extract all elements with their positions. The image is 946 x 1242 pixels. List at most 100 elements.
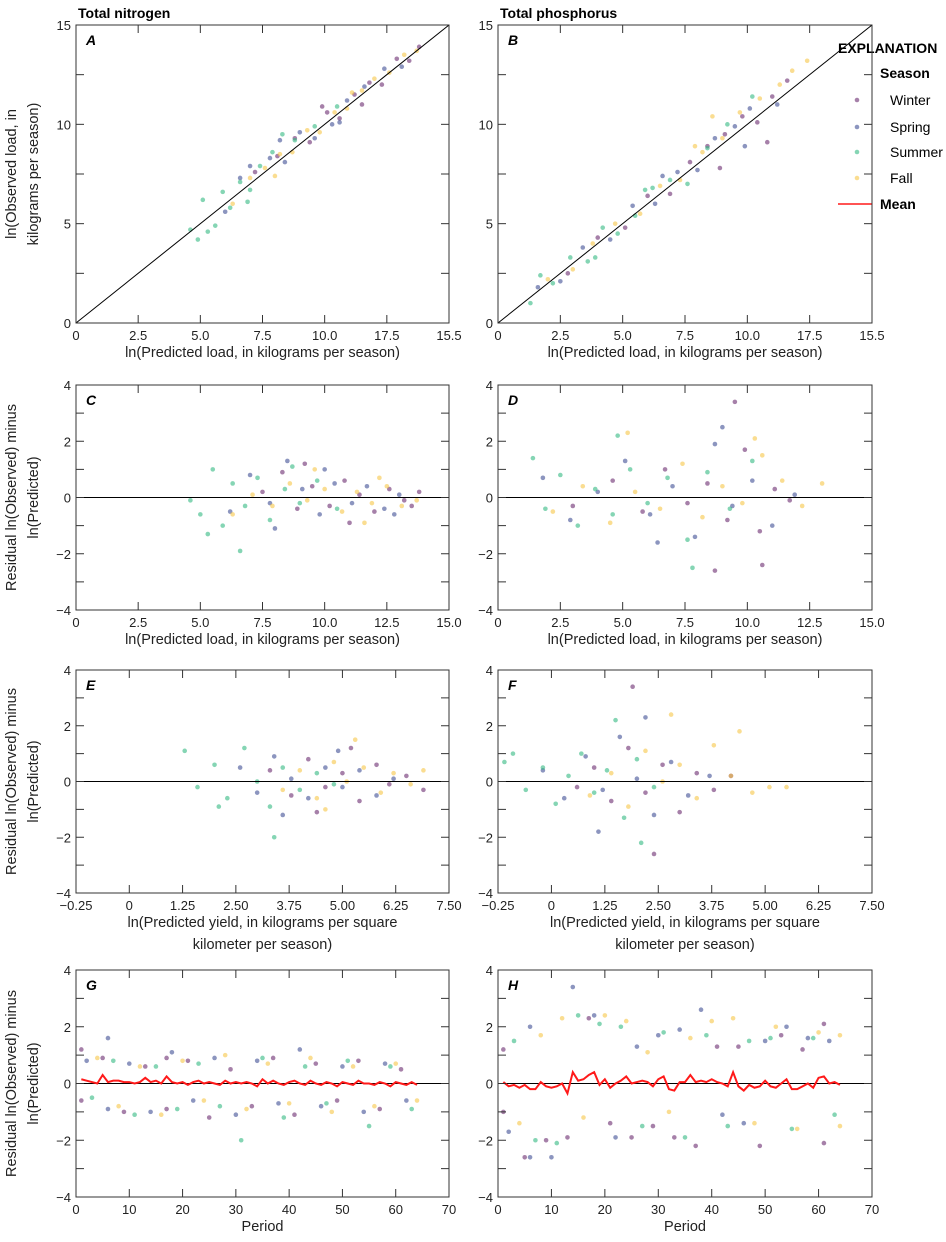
y-tick-label: 2 [64,719,71,734]
point-spring [769,523,775,528]
point-fall [262,165,268,171]
point-winter [757,1143,763,1149]
point-winter [401,498,407,503]
point-winter [630,684,635,690]
panel-letter: F [508,677,517,693]
point-summer [217,1103,223,1109]
point-summer [195,237,201,242]
point-fall [247,175,253,181]
y-tick-label: 0 [64,491,71,506]
point-summer [610,512,615,517]
point-spring [692,534,698,540]
points [188,44,422,242]
point-spring [297,129,303,135]
panel-g: 0 10 20 30 40 50 60 70 −4 −2 0 2 4G Period Residual ln… [4,963,456,1235]
point-spring [670,483,675,489]
y-tick-label: 0 [486,775,493,790]
point-spring [742,143,748,149]
point-spring [267,155,273,161]
point-summer [613,717,618,723]
point-spring [675,169,680,175]
y-axis-label: ln(Predicted) [26,1042,42,1124]
y-tick-label: 15 [479,18,493,33]
point-summer [302,1064,308,1069]
title-total-nitrogen: Total nitrogen [78,5,170,21]
point-spring [299,486,305,492]
point-winter [784,78,790,83]
x-axis-label: ln(Predicted yield, in kilograms per squ… [128,915,398,931]
one-to-one-line [497,24,873,324]
legend-label-spring: Spring [890,119,930,135]
point-winter [340,770,345,776]
y-tick-label: 4 [64,378,71,393]
point-winter [314,809,320,815]
point-spring [707,773,712,779]
point-spring [655,540,660,545]
point-fall [570,267,576,272]
point-fall [752,1120,757,1126]
point-winter [347,520,352,526]
x-axis-label: kilometer per season) [615,937,754,953]
point-fall [752,436,758,441]
point-fall [643,748,648,754]
point-fall [602,1013,608,1018]
point-spring [382,66,387,72]
point-spring [591,1013,597,1018]
y-tick-label: 2 [64,434,71,449]
x-tick-label: 6.25 [806,898,831,913]
point-summer [238,1137,244,1143]
point-summer [615,433,620,438]
y-tick-label: −4 [56,1190,71,1205]
point-spring [583,754,588,759]
point-winter [610,478,615,483]
point-spring [613,1135,618,1140]
point-fall [137,1064,143,1069]
x-tick-label: 10.0 [312,615,337,630]
point-fall [692,143,698,149]
point-fall [359,88,365,93]
point-summer [832,1112,837,1118]
point-spring [237,765,243,770]
point-spring [652,201,658,207]
point-fall [677,762,682,768]
point-fall [740,500,745,506]
point-fall [637,211,643,217]
point-winter [732,399,738,405]
point-fall [312,467,318,472]
point-summer [634,756,640,762]
point-spring [750,478,755,483]
point-winter [260,489,265,495]
x-tick-label: 40 [704,1202,718,1217]
point-winter [821,1021,827,1027]
point-fall [286,1101,292,1106]
panel-letter: H [508,977,519,993]
point-winter [337,116,342,121]
x-tick-label: 70 [442,1202,456,1217]
point-summer [111,1058,116,1064]
point-summer [651,784,657,790]
point-fall [372,1103,377,1109]
point-winter [100,1055,105,1061]
point-fall [587,793,593,798]
point-summer [267,517,273,523]
point-fall [339,509,345,514]
panel-b: 0 2.5 5.0 7.5 10.0 17.5 15.5 0 5 10 15 Bln(Predicte… [479,18,885,361]
point-spring [212,1055,217,1061]
point-winter [302,461,308,467]
point-fall [244,1106,249,1112]
x-tick-label: 2.5 [129,328,147,343]
x-tick-label: 0 [548,898,555,913]
x-tick-label: 7.50 [859,898,884,913]
point-summer [227,205,233,211]
point-spring [596,829,601,834]
point-fall [784,784,789,790]
point-summer [334,506,340,512]
point-spring [570,984,576,990]
y-tick-label: 2 [486,434,493,449]
point-summer [388,1064,393,1069]
point-fall [329,1109,335,1115]
point-summer [665,475,670,481]
point-spring [506,1129,511,1135]
x-tick-label: 10 [122,1202,136,1217]
point-summer [132,1112,137,1118]
